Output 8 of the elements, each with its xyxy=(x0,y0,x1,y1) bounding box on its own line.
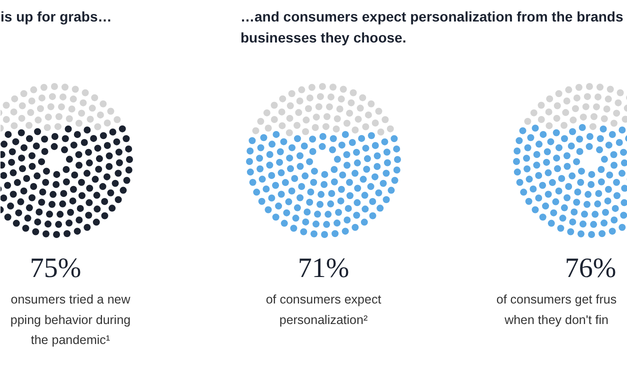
text: of consumers get frus when they don't fin xyxy=(496,292,617,327)
text: of consumers expect personalization² xyxy=(266,292,382,327)
text: onsumers tried a new pping behavior during the pandemic¹ xyxy=(10,292,132,348)
text: …and consumers expect personalization from the brands businesses they choose. xyxy=(240,8,624,46)
text: is up for grabs… xyxy=(0,8,112,24)
data-label: 76% xyxy=(564,253,616,284)
data-label: 71% xyxy=(298,253,350,284)
data-label: 75% xyxy=(30,253,82,284)
